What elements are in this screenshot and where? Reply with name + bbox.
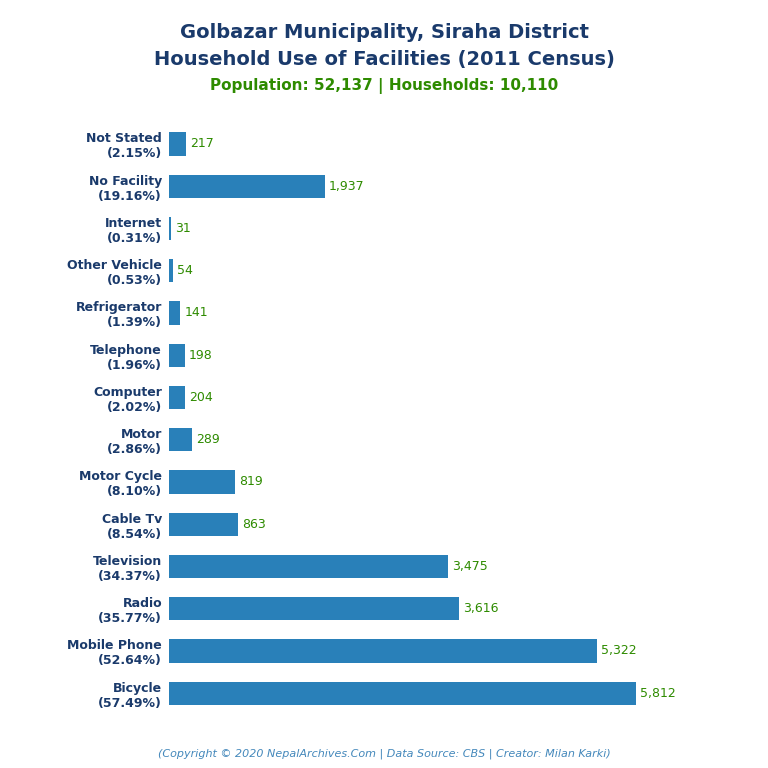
Bar: [169, 470, 235, 494]
Text: 204: 204: [190, 391, 213, 404]
Bar: [169, 554, 449, 578]
Bar: [169, 681, 636, 705]
Bar: [169, 217, 171, 240]
Bar: [169, 597, 459, 621]
Text: Population: 52,137 | Households: 10,110: Population: 52,137 | Households: 10,110: [210, 78, 558, 94]
Bar: [169, 512, 238, 536]
Text: 3,616: 3,616: [464, 602, 499, 615]
Text: 3,475: 3,475: [452, 560, 488, 573]
Bar: [169, 132, 187, 156]
Text: (Copyright © 2020 NepalArchives.Com | Data Source: CBS | Creator: Milan Karki): (Copyright © 2020 NepalArchives.Com | Da…: [157, 748, 611, 759]
Bar: [169, 639, 597, 663]
Bar: [169, 386, 185, 409]
Text: 1,937: 1,937: [329, 180, 364, 193]
Bar: [169, 343, 185, 367]
Text: 863: 863: [243, 518, 266, 531]
Text: 198: 198: [189, 349, 213, 362]
Text: 5,322: 5,322: [601, 644, 636, 657]
Text: Household Use of Facilities (2011 Census): Household Use of Facilities (2011 Census…: [154, 50, 614, 69]
Bar: [169, 174, 325, 198]
Text: 5,812: 5,812: [640, 687, 676, 700]
Text: 31: 31: [175, 222, 191, 235]
Bar: [169, 428, 192, 452]
Text: 141: 141: [184, 306, 208, 319]
Text: Golbazar Municipality, Siraha District: Golbazar Municipality, Siraha District: [180, 23, 588, 42]
Bar: [169, 259, 174, 283]
Text: 819: 819: [239, 475, 263, 488]
Text: 217: 217: [190, 137, 214, 151]
Text: 54: 54: [177, 264, 194, 277]
Text: 289: 289: [196, 433, 220, 446]
Bar: [169, 301, 180, 325]
